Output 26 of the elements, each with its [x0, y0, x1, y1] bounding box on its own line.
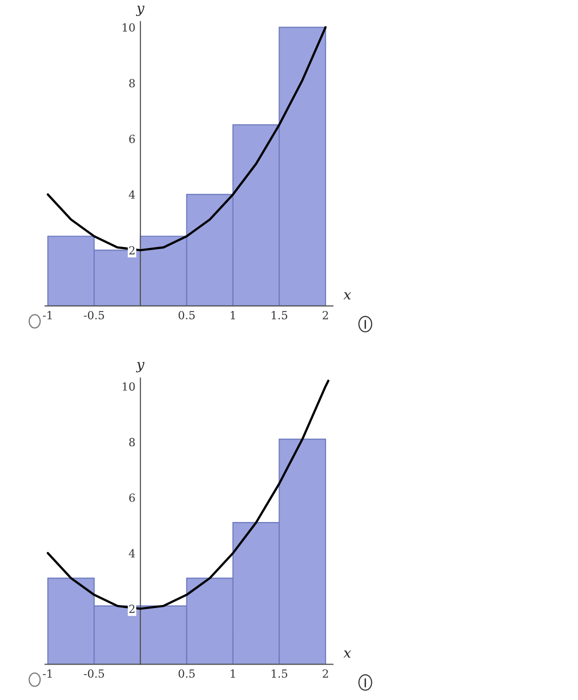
y-tick-label: 2 [129, 604, 134, 613]
y-tick-label: 2 [129, 246, 134, 254]
y-tick-label: 4 [128, 549, 135, 558]
x-tick-label: 2 [322, 310, 328, 320]
y-tick-label: 6 [129, 494, 135, 502]
x-tick-label: -1 [42, 669, 52, 678]
x-tick-label: -0.5 [84, 310, 104, 320]
x-tick-label: 1 [230, 310, 235, 320]
y-tick-label: 4 [128, 190, 135, 199]
x-tick-label: 1.5 [272, 310, 288, 320]
x-axis-title: x [343, 650, 352, 658]
x-tick-label: 2 [322, 669, 328, 678]
y-tick-label: 6 [129, 134, 135, 144]
y-tick-label: 10 [122, 382, 135, 391]
y-tick-label: 8 [129, 438, 135, 446]
x-tick-label: 1 [230, 669, 235, 678]
y-tick-label: 10 [122, 23, 135, 32]
y-tick-label: 8 [129, 78, 135, 88]
y-axis-title: y [136, 6, 144, 16]
x-tick-label: 0.5 [178, 310, 195, 320]
y-axis-title: y [136, 362, 144, 372]
x-tick-label: -1 [42, 310, 52, 320]
x-tick-label: 1.5 [272, 669, 288, 678]
x-tick-label: 0.5 [178, 669, 195, 678]
x-axis-title: x [343, 292, 352, 300]
x-tick-label: -0.5 [84, 669, 104, 678]
